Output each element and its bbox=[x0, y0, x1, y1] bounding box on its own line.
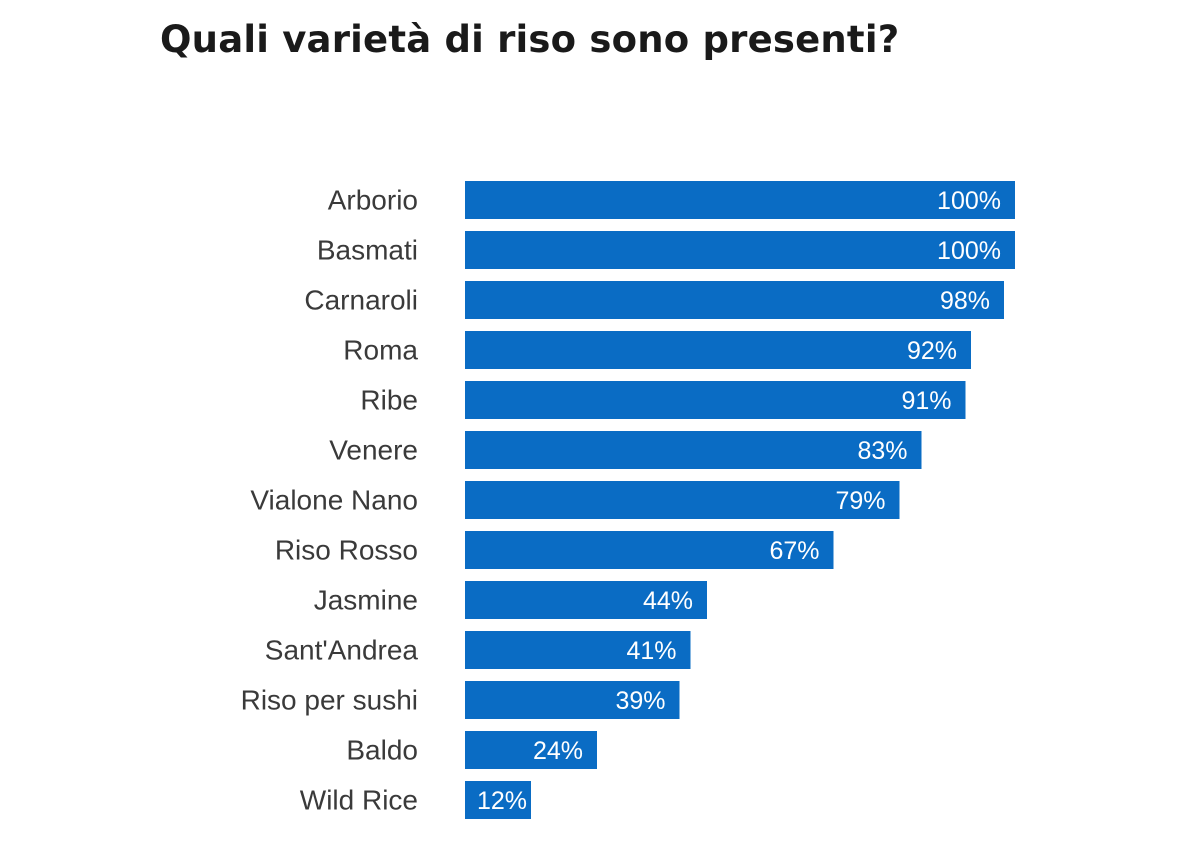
value-label: 44% bbox=[643, 587, 693, 615]
value-label: 67% bbox=[769, 537, 819, 565]
bar bbox=[465, 231, 1015, 269]
bar bbox=[465, 331, 971, 369]
bar bbox=[465, 481, 900, 519]
value-label: 39% bbox=[615, 687, 665, 715]
bar bbox=[465, 381, 966, 419]
category-label: Sant'Andrea bbox=[265, 635, 419, 666]
bar bbox=[465, 681, 680, 719]
bar bbox=[465, 781, 531, 819]
category-label: Ribe bbox=[360, 385, 418, 416]
value-label: 24% bbox=[533, 737, 583, 765]
bar bbox=[465, 181, 1015, 219]
bar bbox=[465, 731, 597, 769]
bar bbox=[465, 431, 922, 469]
value-label: 100% bbox=[937, 187, 1001, 215]
category-label: Carnaroli bbox=[304, 285, 418, 316]
bar bbox=[465, 581, 707, 619]
bar bbox=[465, 281, 1004, 319]
value-label: 92% bbox=[907, 337, 957, 365]
chart-title: Quali varietà di riso sono presenti? bbox=[160, 18, 900, 61]
category-label: Riso per sushi bbox=[241, 685, 418, 716]
category-label: Riso Rosso bbox=[275, 535, 418, 566]
value-label: 91% bbox=[901, 387, 951, 415]
value-label: 79% bbox=[835, 487, 885, 515]
category-label: Jasmine bbox=[314, 585, 418, 616]
value-label: 100% bbox=[937, 237, 1001, 265]
category-label: Vialone Nano bbox=[250, 485, 418, 516]
value-label: 83% bbox=[857, 437, 907, 465]
value-label: 41% bbox=[626, 637, 676, 665]
bar bbox=[465, 531, 834, 569]
category-label: Wild Rice bbox=[300, 785, 418, 816]
category-label: Arborio bbox=[328, 185, 418, 216]
value-label: 12% bbox=[477, 787, 527, 815]
bar bbox=[465, 631, 691, 669]
category-label: Basmati bbox=[317, 235, 418, 266]
category-label: Baldo bbox=[346, 735, 418, 766]
category-label: Venere bbox=[329, 435, 418, 466]
value-label: 98% bbox=[940, 287, 990, 315]
category-label: Roma bbox=[343, 335, 418, 366]
